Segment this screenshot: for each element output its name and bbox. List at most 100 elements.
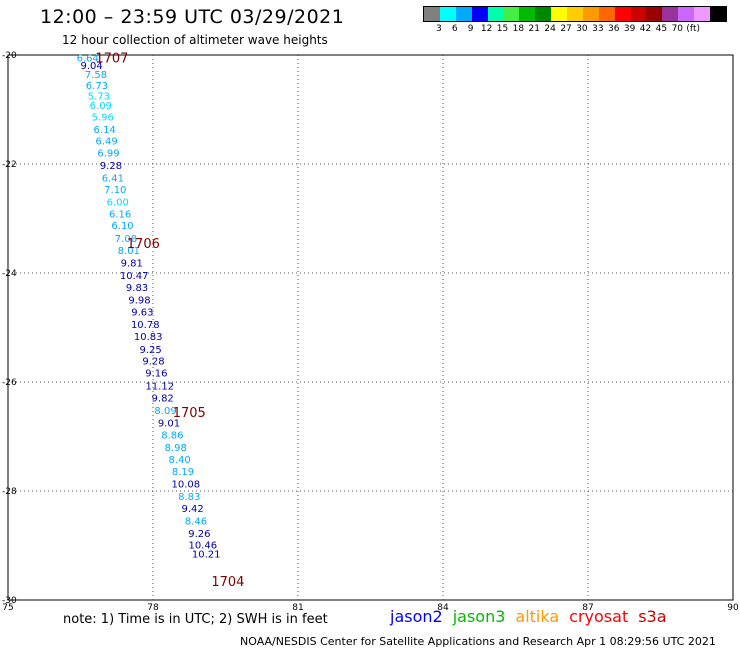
wave-height-label: 6.49 bbox=[95, 137, 117, 148]
x-tick-label: 78 bbox=[147, 603, 159, 613]
y-tick-label: -24 bbox=[2, 269, 17, 279]
color-swatch bbox=[487, 7, 504, 21]
wave-height-label: 6.41 bbox=[102, 174, 124, 185]
wave-height-label: 6.09 bbox=[90, 101, 112, 112]
color-swatch bbox=[503, 7, 520, 21]
wave-height-label: 5.96 bbox=[92, 113, 114, 124]
wave-height-label: 10.46 bbox=[188, 540, 217, 551]
wave-height-label: 8.98 bbox=[165, 443, 187, 454]
color-swatch bbox=[678, 7, 695, 21]
wave-height-label: 9.01 bbox=[158, 418, 180, 429]
color-scale-label: 12 bbox=[480, 24, 493, 34]
wave-height-label: 9.82 bbox=[152, 393, 174, 404]
wave-height-label: 8.83 bbox=[178, 492, 200, 503]
color-swatch bbox=[582, 7, 599, 21]
wave-height-label: 8.86 bbox=[161, 430, 183, 441]
y-tick-label: -28 bbox=[2, 487, 17, 497]
color-swatch bbox=[598, 7, 615, 21]
y-tick-label: -26 bbox=[2, 378, 17, 388]
note-text: note: 1) Time is in UTC; 2) SWH is in fe… bbox=[63, 612, 328, 627]
color-scale-label: 33 bbox=[592, 24, 604, 34]
wave-height-label: 9.04 bbox=[80, 61, 102, 72]
footer-credit: NOAA/NESDIS Center for Satellite Applica… bbox=[240, 635, 716, 648]
color-scale-label: 15 bbox=[496, 24, 509, 34]
color-scale-label: 27 bbox=[560, 24, 572, 34]
wave-height-label: 8.09 bbox=[154, 406, 176, 417]
color-scale-label: 3 bbox=[436, 24, 442, 34]
x-tick-label: 81 bbox=[292, 603, 303, 613]
color-scale-label: 36 bbox=[608, 24, 620, 34]
wave-height-label: 5.73 bbox=[88, 91, 110, 102]
wave-height-label: 6.00 bbox=[107, 198, 129, 209]
wave-height-label: 10.08 bbox=[172, 479, 201, 490]
x-tick-label: 90 bbox=[727, 603, 739, 613]
wave-height-label: 6.10 bbox=[111, 221, 133, 232]
satellite-legend-item: jason3 bbox=[452, 607, 506, 626]
color-swatch bbox=[567, 7, 583, 21]
color-scale-label: 24 bbox=[544, 24, 556, 34]
pass-number-label: 1704 bbox=[211, 575, 244, 590]
color-scale-label: 42 bbox=[639, 24, 652, 34]
color-scale-label: 9 bbox=[467, 24, 474, 34]
wave-height-label: 10.83 bbox=[134, 332, 163, 343]
color-swatch bbox=[551, 7, 568, 21]
color-swatch bbox=[630, 7, 647, 21]
color-swatch bbox=[662, 7, 679, 21]
wave-height-label: 9.28 bbox=[100, 161, 122, 172]
wave-height-label: 6.14 bbox=[94, 125, 116, 136]
color-swatch bbox=[439, 7, 456, 21]
color-scale-label: 45 bbox=[655, 24, 668, 34]
wave-height-label: 6.16 bbox=[109, 210, 131, 221]
plot-frame bbox=[7, 54, 734, 601]
color-swatch bbox=[519, 7, 536, 21]
color-scale-swatches bbox=[423, 6, 727, 22]
y-tick-label: -20 bbox=[2, 51, 17, 61]
wave-height-label: 10.21 bbox=[192, 550, 221, 561]
wave-height-label: 8.01 bbox=[118, 246, 140, 257]
wave-height-label: 8.40 bbox=[168, 455, 190, 466]
wave-height-label: 10.78 bbox=[131, 320, 160, 331]
color-scale-label: 6 bbox=[451, 24, 458, 34]
wave-height-label: 9.63 bbox=[131, 308, 153, 319]
wave-height-label: 9.28 bbox=[142, 357, 164, 368]
satellite-legend-item: altika bbox=[515, 607, 560, 626]
x-tick-label: 75 bbox=[2, 603, 13, 613]
color-scale-legend: 3 6 9 12 15 18 21 24 27 30 33 36 39 42 45 70 (ft) bbox=[423, 6, 727, 36]
wave-height-label: 9.26 bbox=[188, 529, 210, 540]
wave-height-label: 6.73 bbox=[86, 81, 108, 92]
color-swatch bbox=[694, 7, 711, 21]
color-swatch bbox=[424, 7, 440, 21]
wave-height-label: 9.16 bbox=[145, 369, 167, 380]
wave-height-label: 8.46 bbox=[185, 516, 207, 527]
wave-height-label: 7.58 bbox=[85, 70, 107, 81]
color-scale-label: 39 bbox=[623, 24, 636, 34]
wave-height-label: 6.64 bbox=[77, 54, 99, 65]
pass-number-label: 1705 bbox=[173, 406, 206, 421]
chart-title: 12:00 – 23:59 UTC 03/29/2021 bbox=[40, 6, 345, 28]
wave-height-label: 9.42 bbox=[182, 504, 204, 515]
chart-subtitle: 12 hour collection of altimeter wave hei… bbox=[62, 33, 328, 47]
color-scale-label: 30 bbox=[576, 24, 588, 34]
wave-height-label: 9.81 bbox=[121, 259, 143, 270]
satellite-legend-item: s3a bbox=[638, 607, 667, 626]
color-swatch bbox=[535, 7, 552, 21]
wave-height-label: 10.47 bbox=[120, 271, 149, 282]
satellite-legend-item: jason2 bbox=[390, 607, 443, 626]
color-scale-label: 70 bbox=[671, 24, 684, 34]
color-swatch bbox=[646, 7, 663, 21]
color-swatch bbox=[710, 7, 726, 21]
wave-height-label: 11.12 bbox=[145, 381, 174, 392]
wave-height-label: 9.98 bbox=[128, 296, 150, 307]
color-scale-label: 21 bbox=[528, 24, 540, 34]
wave-height-label: 8.19 bbox=[172, 467, 194, 478]
x-tick-label: 87 bbox=[582, 603, 593, 613]
wave-height-label: 9.25 bbox=[139, 345, 161, 356]
pass-number-label: 1707 bbox=[95, 52, 128, 67]
satellite-legend: jason2 jason3 altika cryosat s3a bbox=[390, 607, 677, 626]
y-tick-label: -30 bbox=[2, 596, 17, 606]
x-tick-label: 84 bbox=[437, 603, 449, 613]
color-scale-label: (ft) bbox=[686, 24, 700, 34]
color-scale-labels: 3 6 9 12 15 18 21 24 27 30 33 36 39 42 45 70 (ft) bbox=[423, 22, 727, 36]
wave-height-label: 7.08 bbox=[115, 234, 137, 245]
